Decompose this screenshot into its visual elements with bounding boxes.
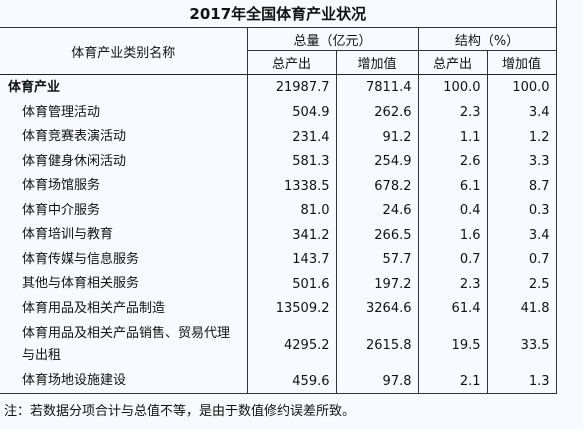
category-header: 体育产业类别名称	[0, 27, 247, 75]
table-row: 体育中介服务 81.0 24.6 0.4 0.3	[0, 198, 557, 223]
value-cell: 678.2	[335, 174, 418, 199]
category-cell: 体育传媒与信息服务	[22, 251, 140, 267]
value-cell: 81.0	[246, 198, 336, 223]
value-cell: 1.6	[417, 223, 487, 248]
table-row: 体育竞赛表演活动 231.4 91.2 1.1 1.2	[0, 125, 557, 150]
category-cell: 体育管理活动	[22, 104, 101, 120]
value-cell: 19.5	[417, 321, 487, 369]
column-header: 总产出	[417, 50, 487, 75]
table-row: 体育管理活动 504.9 262.6 2.3 3.4	[0, 100, 557, 125]
value-cell: 501.6	[246, 272, 336, 297]
value-cell: 2.5	[486, 272, 557, 297]
value-cell: 3.3	[486, 149, 557, 174]
value-cell: 197.2	[335, 272, 418, 297]
category-cell: 体育培训与教育	[22, 227, 114, 243]
value-cell: 143.7	[246, 247, 336, 272]
table-row: 体育产业 21987.7 7811.4 100.0 100.0	[0, 74, 557, 101]
value-cell: 341.2	[246, 223, 336, 248]
table-row: 其他与体育相关服务 501.6 197.2 2.3 2.5	[0, 272, 557, 297]
table-row: 体育传媒与信息服务 143.7 57.7 0.7 0.7	[0, 247, 557, 272]
category-cell: 体育健身休闲活动	[22, 153, 127, 169]
value-cell: 7811.4	[335, 74, 418, 101]
group-header: 结构（%）	[417, 27, 557, 51]
value-cell: 3.4	[486, 100, 557, 125]
table-row: 体育场馆服务 1338.5 678.2 6.1 8.7	[0, 174, 557, 199]
value-cell: 100.0	[486, 74, 557, 101]
footnote: 注：若数据分项合计与总值不等，是由于数值修约误差所致。	[4, 404, 356, 419]
value-cell: 91.2	[335, 125, 418, 150]
value-cell: 0.7	[417, 247, 487, 272]
value-cell: 581.3	[246, 149, 336, 174]
value-cell: 231.4	[246, 125, 336, 150]
value-cell: 1338.5	[246, 174, 336, 199]
table-row: 体育场地设施建设 459.6 97.8 2.1 1.3	[0, 369, 557, 394]
value-cell: 13509.2	[246, 296, 336, 321]
value-cell: 1.3	[486, 369, 557, 394]
category-cell: 体育场馆服务	[22, 178, 101, 194]
category-cell: 体育用品及相关产品制造	[22, 300, 166, 316]
value-cell: 254.9	[335, 149, 418, 174]
value-cell: 21987.7	[246, 74, 336, 101]
value-cell: 41.8	[486, 296, 557, 321]
value-cell: 0.3	[486, 198, 557, 223]
value-cell: 459.6	[246, 369, 336, 394]
category-cell: 体育中介服务	[22, 202, 101, 218]
table-row: 体育用品及相关产品销售、贸易代理与出租 4295.2 2615.8 19.5 33.5	[0, 321, 557, 369]
group-header: 总量（亿元）	[246, 27, 418, 51]
value-cell: 8.7	[486, 174, 557, 199]
value-cell: 3.4	[486, 223, 557, 248]
value-cell: 3264.6	[335, 296, 418, 321]
column-header: 总产出	[246, 50, 336, 75]
value-cell: 2.3	[417, 272, 487, 297]
value-cell: 1.2	[486, 125, 557, 150]
column-header: 增加值	[335, 50, 418, 75]
value-cell: 4295.2	[246, 321, 336, 369]
value-cell: 2.1	[417, 369, 487, 394]
category-cell: 体育竞赛表演活动	[22, 129, 127, 145]
value-cell: 504.9	[246, 100, 336, 125]
value-cell: 0.7	[486, 247, 557, 272]
category-cell: 体育用品及相关产品销售、贸易代理与出租	[22, 326, 231, 363]
value-cell: 262.6	[335, 100, 418, 125]
category-cell: 体育场地设施建设	[0, 369, 247, 394]
value-cell: 33.5	[486, 321, 557, 369]
value-cell: 266.5	[335, 223, 418, 248]
value-cell: 2.6	[417, 149, 487, 174]
value-cell: 61.4	[417, 296, 487, 321]
category-cell: 体育产业	[8, 79, 61, 95]
value-cell: 2.3	[417, 100, 487, 125]
table-row: 体育培训与教育 341.2 266.5 1.6 3.4	[0, 223, 557, 248]
value-cell: 0.4	[417, 198, 487, 223]
value-cell: 2615.8	[335, 321, 418, 369]
column-header: 增加值	[486, 50, 557, 75]
value-cell: 1.1	[417, 125, 487, 150]
value-cell: 97.8	[335, 369, 418, 394]
value-cell: 24.6	[335, 198, 418, 223]
data-table: 2017年全国体育产业状况 体育产业类别名称 总量（亿元） 结构（%） 总产出增…	[0, 0, 557, 394]
value-cell: 6.1	[417, 174, 487, 199]
table-row: 体育用品及相关产品制造 13509.2 3264.6 61.4 41.8	[0, 296, 557, 321]
value-cell: 57.7	[335, 247, 418, 272]
value-cell: 100.0	[417, 74, 487, 101]
table-row: 体育健身休闲活动 581.3 254.9 2.6 3.3	[0, 149, 557, 174]
category-cell: 其他与体育相关服务	[22, 276, 140, 292]
table-title: 2017年全国体育产业状况	[0, 0, 557, 28]
